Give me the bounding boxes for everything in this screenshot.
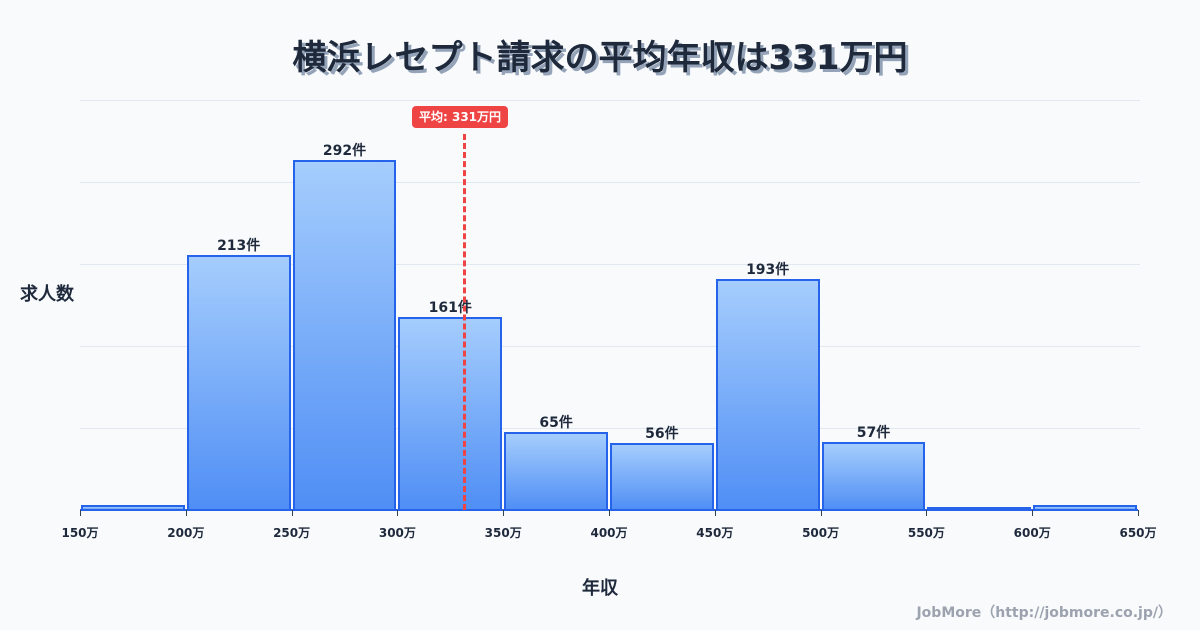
histogram-bar [81, 505, 185, 510]
gridline [80, 182, 1140, 183]
y-axis-label: 求人数 [20, 284, 74, 305]
x-tick [397, 510, 399, 516]
x-axis-label: 年収 [582, 578, 618, 599]
plot-area: 213件 292件 161件 65件 56件 193件 57件 [80, 100, 1140, 510]
gridline [80, 264, 1140, 265]
x-tick-label: 450万 [696, 526, 734, 540]
mean-line [463, 134, 466, 510]
x-tick-label: 250万 [273, 526, 311, 540]
gridline [80, 428, 1140, 429]
x-tick-label: 200万 [167, 526, 205, 540]
x-tick [1138, 510, 1139, 516]
histogram-bar [610, 442, 714, 510]
x-tick [609, 510, 610, 516]
x-tick-label: 300万 [378, 526, 416, 540]
histogram-bar [927, 507, 1032, 510]
histogram-bar [821, 441, 926, 510]
histogram-bar [504, 432, 608, 510]
x-tick [714, 510, 716, 516]
bar-value-label: 57件 [856, 424, 891, 441]
histogram-bar [1033, 505, 1137, 510]
x-tick-label: 600万 [1013, 526, 1051, 540]
chart-title: 横浜レセプト請求の平均年収は331万円 [292, 38, 908, 78]
histogram-bar [715, 278, 820, 510]
x-tick-label: 350万 [484, 526, 522, 540]
x-tick [185, 510, 187, 516]
credit-text: JobMore（http://jobmore.co.jp/） [916, 605, 1172, 621]
x-tick [820, 510, 822, 516]
bar-value-label: 161件 [428, 299, 472, 316]
x-tick-label: 400万 [590, 526, 628, 540]
gridline [80, 100, 1140, 101]
mean-badge: 平均: 331万円 [412, 106, 509, 128]
x-tick [291, 510, 293, 516]
bar-value-label: 56件 [645, 425, 679, 442]
bar-value-label: 292件 [322, 142, 367, 159]
bar-value-label: 193件 [746, 261, 790, 278]
x-tick [503, 510, 505, 516]
bar-value-label: 65件 [539, 415, 573, 432]
histogram-bar [398, 317, 503, 510]
x-tick-label: 550万 [907, 526, 945, 540]
histogram-bar [186, 254, 291, 510]
x-tick [926, 510, 928, 516]
gridline [80, 346, 1140, 347]
x-tick [80, 510, 81, 516]
x-tick-label: 150万 [61, 526, 99, 540]
bar-value-label: 213件 [217, 237, 261, 254]
x-tick-label: 650万 [1119, 526, 1157, 540]
x-tick [1032, 510, 1034, 516]
histogram-bar [292, 159, 397, 510]
x-tick-label: 500万 [802, 526, 840, 540]
